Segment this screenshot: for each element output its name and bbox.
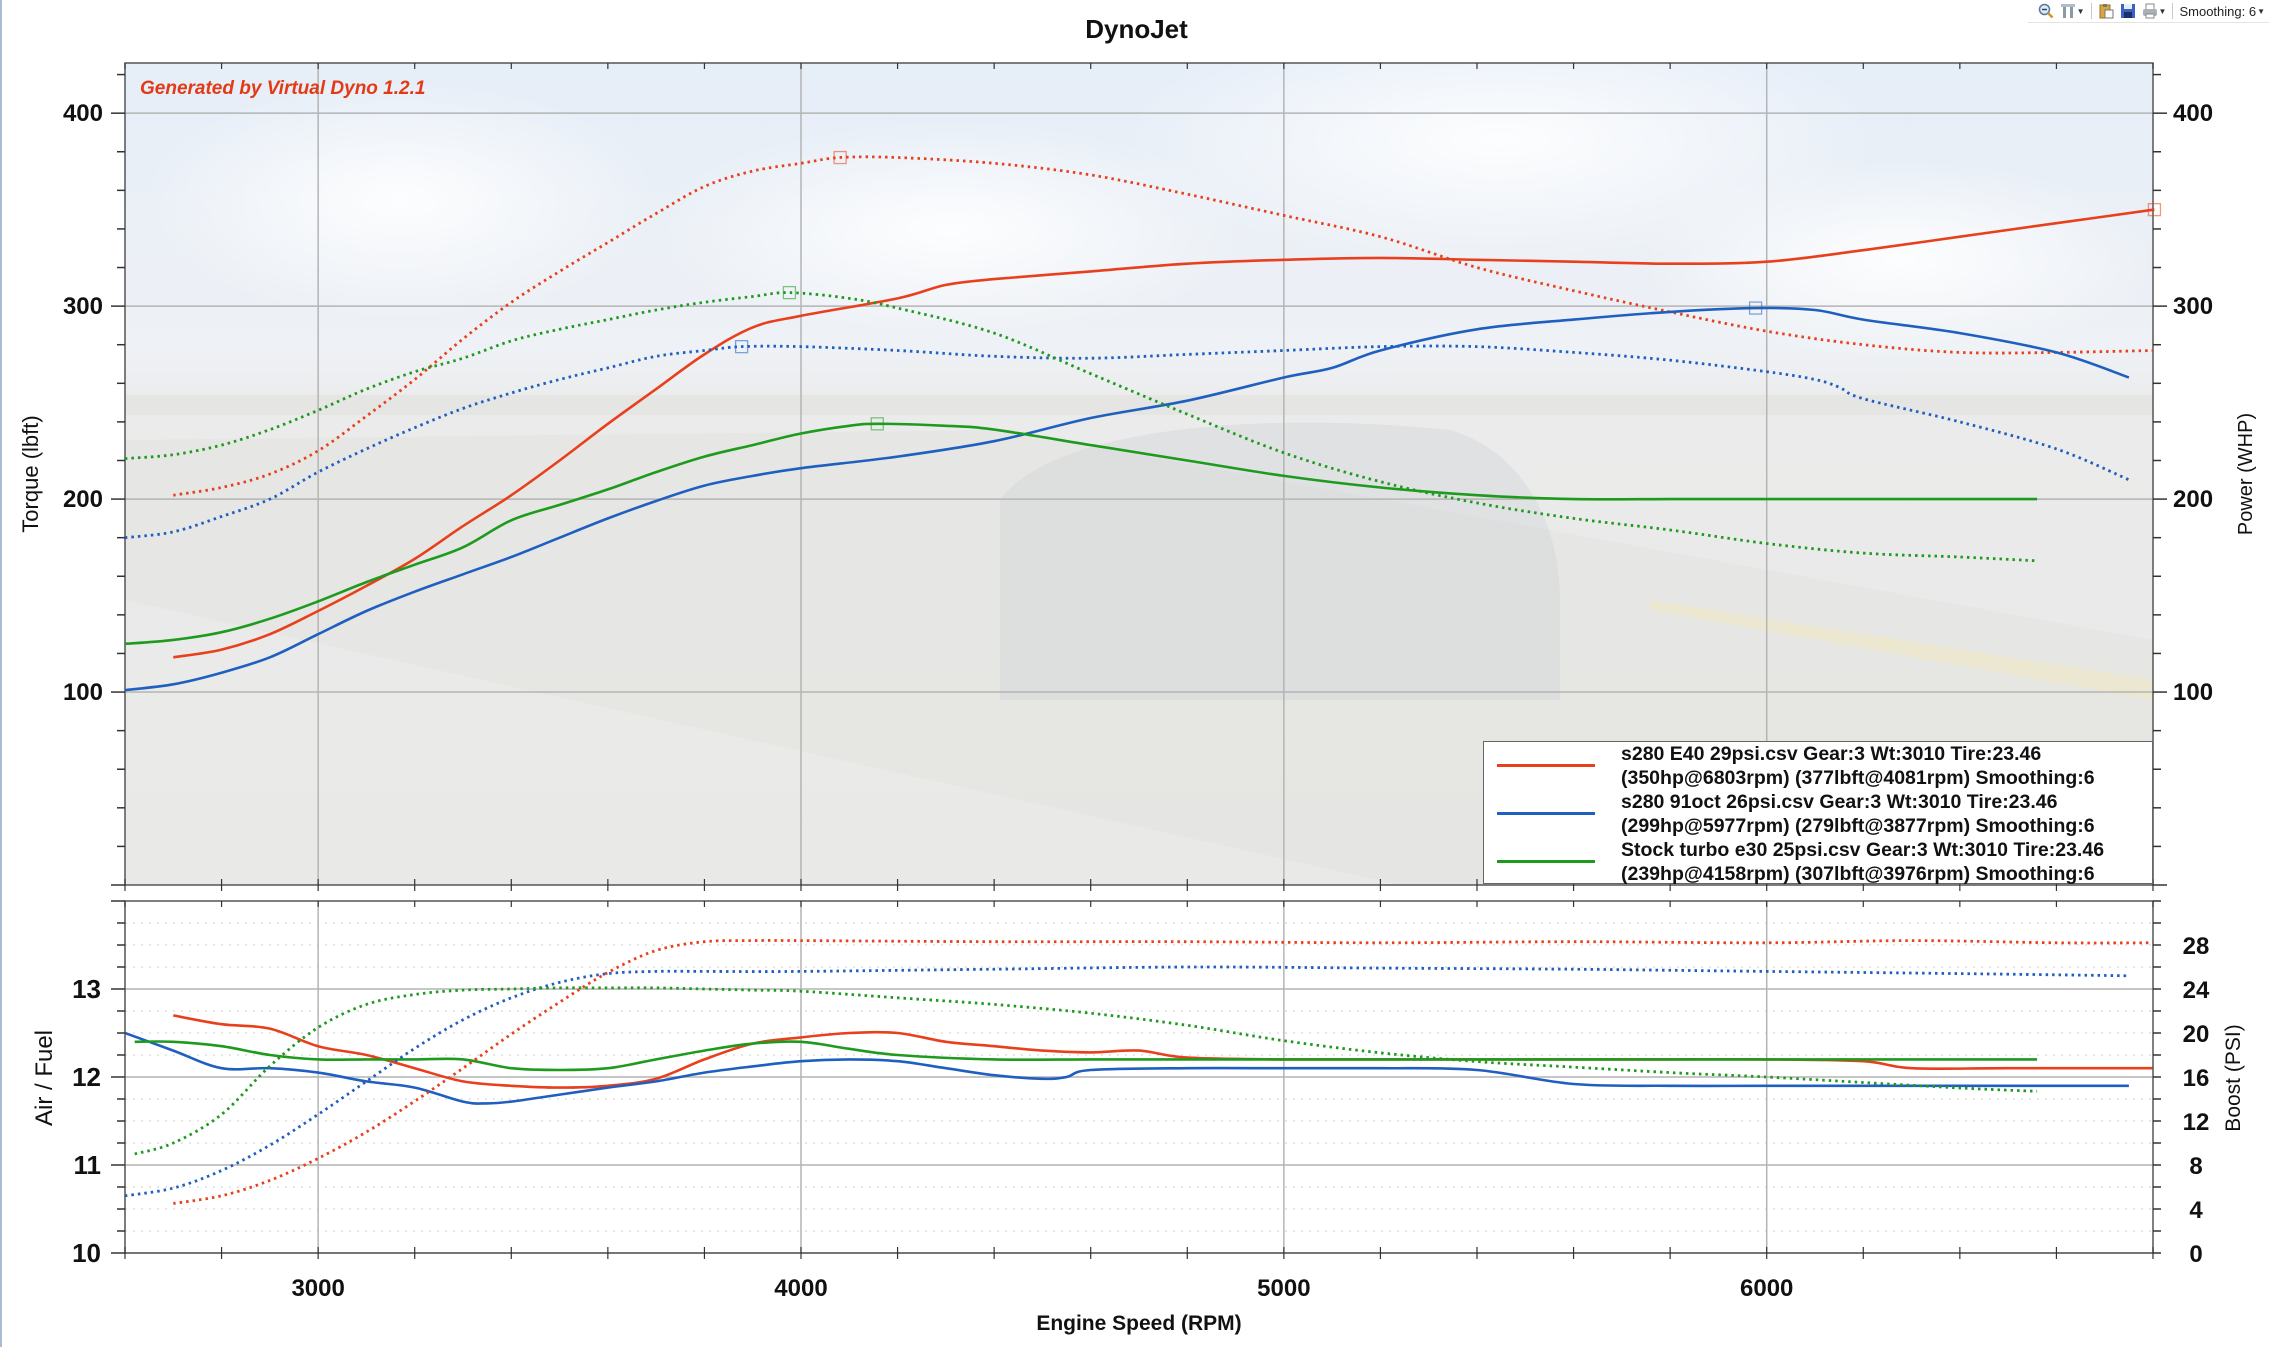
y-axis-title-torque: Torque (lbft) [18, 415, 43, 532]
series-line-s280-e40-29psi-power [173, 208, 2155, 659]
legend-line-file: s280 91oct 26psi.csv Gear:3 Wt:3010 Tire… [1621, 791, 2058, 813]
legend-swatch-red [1497, 764, 1595, 767]
magnifier-minus-icon [2038, 3, 2054, 19]
top-panel-axes: 100 200 300 400 100 200 300 400 [63, 63, 2213, 891]
series-line-stock-turbo-e30-25psi-afr [134, 1040, 2038, 1072]
series-line-s280-91oct-26psi-torque [124, 344, 2130, 540]
peak-marker [734, 339, 749, 354]
smoothing-label: Smoothing: 6 [2179, 3, 2257, 19]
y2-tick-label: 4 [2189, 1197, 2203, 1224]
lower-panel-axes: 10 11 12 13 0 4 8 12 16 20 24 28 3000 4000 5000 6000 [72, 900, 2210, 1302]
y2-tick-label: 24 [2183, 977, 2210, 1004]
y2-tick-label: 400 [2173, 100, 2213, 127]
y2-tick-label: 8 [2189, 1153, 2202, 1180]
printer-icon [2142, 3, 2157, 19]
y-tick-label: 400 [63, 100, 103, 127]
y-tick-label: 12 [72, 1062, 101, 1092]
peak-marker [1748, 301, 1763, 315]
smoothing-dropdown[interactable]: Smoothing: 6 ▼ [2179, 4, 2265, 19]
legend-line-peaks: (350hp@6803rpm) (377lbft@4081rpm) Smooth… [1621, 767, 2095, 789]
y-axis-title-afr: Air / Fuel [31, 1030, 58, 1126]
y-tick-label: 200 [63, 486, 103, 513]
series-line-stock-turbo-e30-25psi-power [124, 422, 2038, 646]
y-tick-label: 11 [74, 1150, 102, 1180]
legend-label: Stock turbo e30 25psi.csv Gear:3 Wt:3010… [1621, 838, 2104, 886]
y2-tick-label: 16 [2183, 1065, 2210, 1092]
legend-item[interactable]: s280 E40 29psi.csv Gear:3 Wt:3010 Tire:2… [1484, 742, 2152, 790]
peak-marker [2147, 202, 2162, 217]
y-tick-label: 10 [72, 1238, 101, 1268]
x-axis-title: Engine Speed (RPM) [1036, 1312, 1241, 1335]
y-tick-label: 100 [63, 679, 103, 706]
copy-button[interactable] [2098, 3, 2114, 19]
chevron-down-icon: ▼ [2076, 6, 2085, 16]
y2-tick-label: 200 [2173, 486, 2213, 513]
series-line-s280-e40-29psi-torque [173, 155, 2154, 497]
y2-tick-label: 0 [2189, 1241, 2202, 1268]
peak-marker [833, 150, 847, 165]
save-button[interactable] [2120, 3, 2136, 19]
peak-markers [734, 150, 2162, 431]
x-tick-label: 3000 [291, 1275, 344, 1302]
legend-line-peaks: (239hp@4158rpm) (307lbft@3976rpm) Smooth… [1621, 863, 2095, 885]
chevron-down-icon: ▼ [2257, 6, 2265, 16]
toolbar: ▼ ▼ Smoothing: 6 ▼ [2027, 0, 2269, 23]
top-panel-series [124, 155, 2155, 692]
y-tick-label: 300 [63, 293, 103, 320]
y2-tick-label: 12 [2183, 1109, 2210, 1136]
legend-item[interactable]: Stock turbo e30 25psi.csv Gear:3 Wt:3010… [1484, 838, 2152, 886]
chart-title: DynoJet [1085, 14, 1188, 44]
top-panel-grid [125, 63, 2153, 885]
legend-swatch-blue [1497, 812, 1595, 815]
floppy-disk-icon [2120, 4, 2135, 18]
legend-line-file: s280 E40 29psi.csv Gear:3 Wt:3010 Tire:2… [1621, 743, 2042, 765]
y2-tick-label: 100 [2173, 679, 2213, 706]
y-axis-title-boost: Boost (PSI) [2222, 1024, 2245, 1131]
x-tick-label: 4000 [774, 1275, 827, 1302]
toolbar-separator [2090, 3, 2092, 19]
y2-tick-label: 20 [2183, 1021, 2210, 1048]
tools-icon [2060, 4, 2075, 18]
series-line-stock-turbo-e30-25psi-torque [124, 291, 2038, 563]
series-line-s280-91oct-26psi-power [124, 306, 2130, 692]
window-left-border [0, 0, 2, 1347]
legend-swatch-green [1497, 860, 1595, 863]
y-axis-title-power: Power (WHP) [2235, 413, 2257, 535]
settings-dropdown-button[interactable]: ▼ [2060, 3, 2085, 19]
legend-line-file: Stock turbo e30 25psi.csv Gear:3 Wt:3010… [1621, 839, 2105, 861]
clipboard-icon [2099, 4, 2114, 19]
peak-marker [870, 417, 884, 431]
series-line-s280-e40-29psi-boost [173, 939, 2154, 1205]
y2-tick-label: 300 [2173, 293, 2213, 320]
legend-line-peaks: (299hp@5977rpm) (279lbft@3877rpm) Smooth… [1621, 815, 2095, 837]
legend-label: s280 91oct 26psi.csv Gear:3 Wt:3010 Tire… [1621, 790, 2095, 838]
peak-marker [782, 285, 797, 300]
y2-tick-label: 28 [2183, 933, 2210, 960]
x-tick-label: 6000 [1740, 1275, 1793, 1302]
watermark-text: Generated by Virtual Dyno 1.2.1 [140, 78, 425, 99]
print-dropdown-button[interactable]: ▼ [2142, 3, 2167, 19]
legend-label: s280 E40 29psi.csv Gear:3 Wt:3010 Tire:2… [1621, 742, 2095, 790]
legend-item[interactable]: s280 91oct 26psi.csv Gear:3 Wt:3010 Tire… [1484, 790, 2152, 838]
toolbar-separator [2172, 3, 2174, 19]
top-panel-frame [124, 62, 2154, 886]
y-tick-label: 13 [72, 974, 101, 1004]
series-line-s280-91oct-26psi-afr [124, 1031, 2129, 1105]
zoom-out-button[interactable] [2038, 3, 2054, 19]
chevron-down-icon: ▼ [2158, 6, 2167, 16]
chart-legend: s280 E40 29psi.csv Gear:3 Wt:3010 Tire:2… [1483, 741, 2153, 886]
x-tick-label: 5000 [1257, 1275, 1310, 1302]
lower-panel-series [124, 939, 2154, 1205]
